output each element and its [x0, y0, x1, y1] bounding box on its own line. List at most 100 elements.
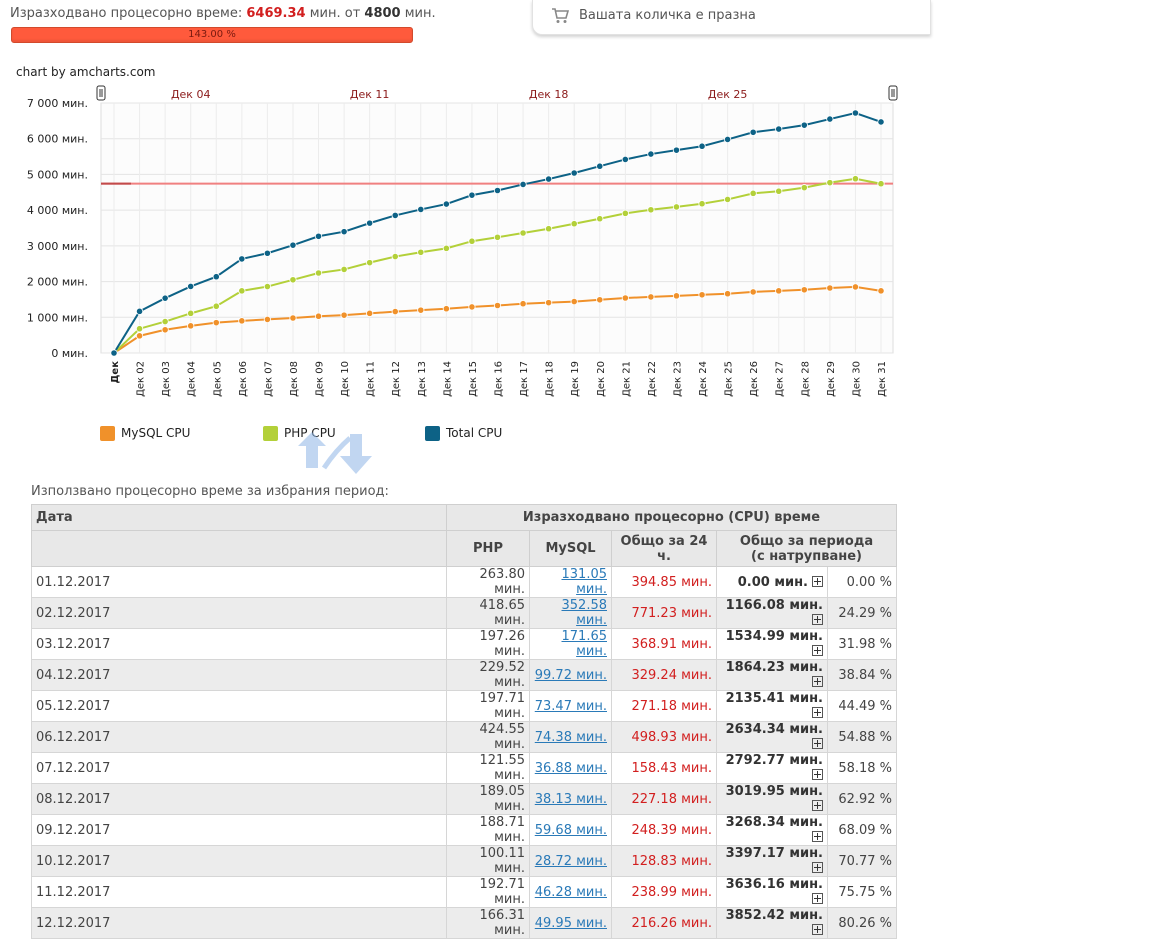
scrollbar-track — [101, 86, 893, 101]
table-row: 09.12.2017 188.71 мин. 59.68 мин. 248.39 ми… — [31, 814, 898, 846]
expand-icon[interactable] — [812, 769, 823, 780]
mysql-link[interactable]: 46.28 мин. — [534, 884, 607, 900]
cell-mysql[interactable]: 73.47 мин. — [529, 690, 612, 722]
data-point-php — [775, 187, 783, 195]
cell-mysql[interactable]: 131.05 мин. — [529, 566, 612, 598]
data-point-mysql — [366, 309, 374, 317]
data-point-php — [212, 302, 220, 310]
cell-day-total: 771.23 мин. — [611, 597, 717, 629]
cell-mysql[interactable]: 38.13 мин. — [529, 783, 612, 815]
data-point-php — [238, 287, 246, 295]
legend-item-php[interactable]: PHP CPU — [263, 426, 336, 441]
expand-icon[interactable] — [812, 924, 823, 935]
x-tick-label: Дек 21 — [621, 361, 632, 397]
cell-mysql[interactable]: 99.72 мин. — [529, 659, 612, 691]
mysql-link[interactable]: 49.95 мин. — [534, 915, 607, 931]
cell-period-total: 0.00 мин. — [716, 566, 828, 598]
cell-day-total: 158.43 мин. — [611, 752, 717, 784]
series-mysql — [110, 283, 885, 357]
cell-percent: 70.77 % — [826, 845, 898, 877]
mysql-link[interactable]: 74.38 мин. — [534, 729, 607, 745]
expand-icon[interactable] — [812, 614, 823, 625]
legend-item-total[interactable]: Total CPU — [425, 426, 502, 441]
cell-mysql[interactable]: 49.95 мин. — [529, 907, 612, 939]
mysql-link[interactable]: 131.05 мин. — [561, 567, 608, 597]
data-point-mysql — [212, 319, 220, 327]
cell-day-total: 227.18 мин. — [611, 783, 717, 815]
data-point-total — [289, 241, 297, 249]
expand-icon[interactable] — [812, 800, 823, 811]
cell-period-total: 1534.99 мин. — [716, 628, 828, 660]
data-point-total — [493, 186, 502, 195]
mysql-link[interactable]: 38.13 мин. — [534, 791, 607, 807]
expand-icon[interactable] — [812, 676, 823, 687]
chart-credit[interactable]: chart by amcharts.com — [16, 65, 156, 79]
x-tick-label: Дек 08 — [289, 361, 300, 397]
cell-mysql[interactable]: 352.58 мин. — [529, 597, 612, 629]
data-point-total — [877, 118, 885, 126]
mysql-link[interactable]: 99.72 мин. — [534, 667, 607, 683]
cell-mysql[interactable]: 46.28 мин. — [529, 876, 612, 908]
data-point-mysql — [800, 286, 808, 294]
week-label: Дек 18 — [529, 88, 569, 101]
data-point-total — [672, 146, 681, 154]
cell-period-total: 1166.08 мин. — [716, 597, 828, 629]
x-tick-label: Дек 12 — [391, 361, 402, 397]
cell-date: 05.12.2017 — [31, 690, 447, 722]
data-point-php — [749, 189, 757, 197]
expand-icon[interactable] — [812, 645, 823, 656]
week-label: Дек 11 — [350, 88, 390, 101]
x-tick-label: Дек 17 — [519, 361, 530, 397]
data-point-mysql — [161, 326, 169, 334]
cell-mysql[interactable]: 59.68 мин. — [529, 814, 612, 846]
cpu-usage-progress-bar: 143.00 % — [11, 27, 413, 43]
refresh-arrows-icon[interactable] — [290, 428, 386, 476]
cell-mysql[interactable]: 28.72 мин. — [529, 845, 612, 877]
cell-php: 166.31 мин. — [446, 907, 530, 939]
cell-period-total: 2135.41 мин. — [716, 690, 828, 722]
cell-mysql[interactable]: 74.38 мин. — [529, 721, 612, 753]
expand-icon[interactable] — [812, 831, 823, 842]
cell-mysql[interactable]: 171.65 мин. — [529, 628, 612, 660]
x-tick-label: Дек 14 — [442, 361, 453, 397]
data-point-mysql — [749, 288, 757, 296]
x-tick-label: Дек 05 — [212, 361, 223, 397]
expand-icon[interactable] — [812, 862, 823, 873]
mysql-link[interactable]: 171.65 мин. — [561, 629, 608, 659]
data-point-mysql — [289, 314, 297, 322]
data-point-php — [289, 276, 297, 284]
y-tick-label: 4 000 мин. — [27, 204, 88, 217]
mysql-link[interactable]: 352.58 мин. — [561, 598, 608, 628]
cell-day-total: 248.39 мин. — [611, 814, 717, 846]
table-row: 11.12.2017 192.71 мин. 46.28 мин. 238.99 ми… — [31, 876, 898, 908]
cell-percent: 68.09 % — [826, 814, 898, 846]
data-point-total — [775, 125, 783, 133]
data-point-total — [698, 142, 706, 150]
mysql-link[interactable]: 73.47 мин. — [534, 698, 607, 714]
x-tick-label: Дек 06 — [238, 361, 249, 397]
series-total — [110, 109, 885, 357]
cell-php: 424.55 мин. — [446, 721, 530, 753]
x-tick-label: Дек 18 — [545, 361, 556, 397]
cell-date: 04.12.2017 — [31, 659, 447, 691]
mysql-link[interactable]: 36.88 мин. — [534, 760, 607, 776]
mysql-link[interactable]: 28.72 мин. — [534, 853, 607, 869]
expand-icon[interactable] — [812, 575, 823, 587]
data-point-mysql — [519, 300, 527, 308]
expand-icon[interactable] — [812, 707, 823, 718]
cell-mysql[interactable]: 36.88 мин. — [529, 752, 612, 784]
data-point-total — [366, 219, 374, 227]
x-tick-label: Дек 10 — [340, 361, 351, 397]
x-tick-label: Дек — [110, 361, 121, 384]
expand-icon[interactable] — [812, 738, 823, 749]
period-total-value: 2792.77 мин. — [725, 753, 823, 768]
y-tick-label: 6 000 мин. — [27, 133, 88, 146]
legend-item-mysql[interactable]: MySQL CPU — [100, 426, 190, 441]
cell-php: 263.80 мин. — [446, 566, 530, 598]
shopping-cart-panel[interactable]: Вашата количка е празна — [532, 0, 931, 35]
data-point-mysql — [672, 292, 681, 300]
legend-label-total: Total CPU — [446, 426, 503, 440]
x-tick-label: Дек 15 — [468, 361, 479, 397]
expand-icon[interactable] — [812, 893, 823, 904]
mysql-link[interactable]: 59.68 мин. — [534, 822, 607, 838]
